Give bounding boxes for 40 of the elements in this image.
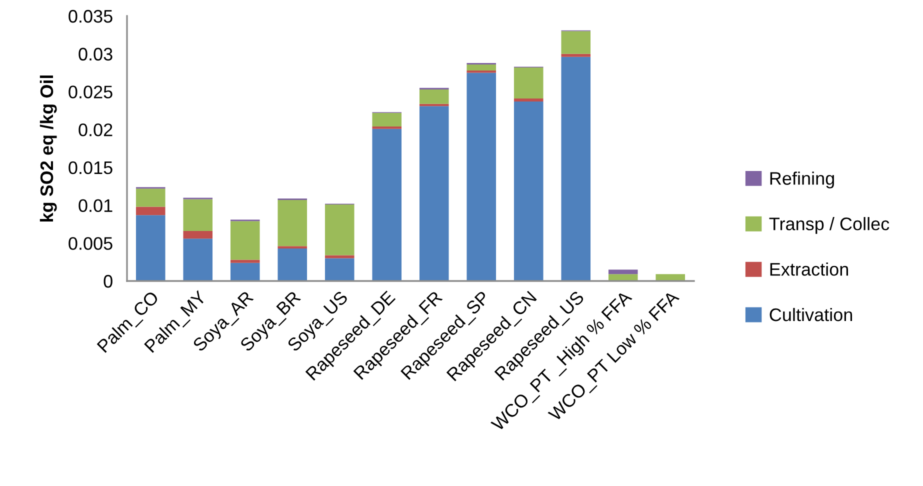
y-tick-label: 0 [104,274,112,288]
y-tick-label: 0.01 [78,199,112,212]
bar [466,72,496,281]
bar [514,98,544,102]
bar [561,31,591,54]
bar [608,270,638,274]
bar [419,89,449,104]
legend-label: Transp / Collec [769,217,890,234]
bar [514,67,544,99]
y-tick-label: 0.015 [68,161,112,174]
bar [561,54,591,57]
legend-label: Refining [770,172,834,188]
legend-label: Extraction [770,262,848,276]
bar [324,255,354,258]
bar [514,102,544,281]
bar [324,204,354,256]
bar [561,56,591,281]
bar [230,221,260,260]
y-tick-label: 0.03 [78,48,112,61]
bar [372,128,402,281]
bar [230,262,260,281]
y-tick-label: 0.025 [68,86,112,98]
y-tick-label: 0.005 [68,237,112,250]
bar [466,64,496,71]
bar [278,200,308,246]
bar [230,260,260,263]
bar [183,231,213,239]
bar [136,215,166,281]
y-tick-label: 0.035 [68,10,112,23]
bar [183,199,213,232]
legend-label: Cultivation [770,308,852,322]
bar [136,188,166,207]
bar [372,112,402,127]
bar [324,258,354,281]
bar [278,248,308,281]
bar [183,238,213,281]
bar [419,106,449,281]
y-tick-label: 0.02 [78,124,112,136]
y-axis-title: kg SO2 eq /kg Oil [40,76,57,222]
bar [136,206,166,216]
